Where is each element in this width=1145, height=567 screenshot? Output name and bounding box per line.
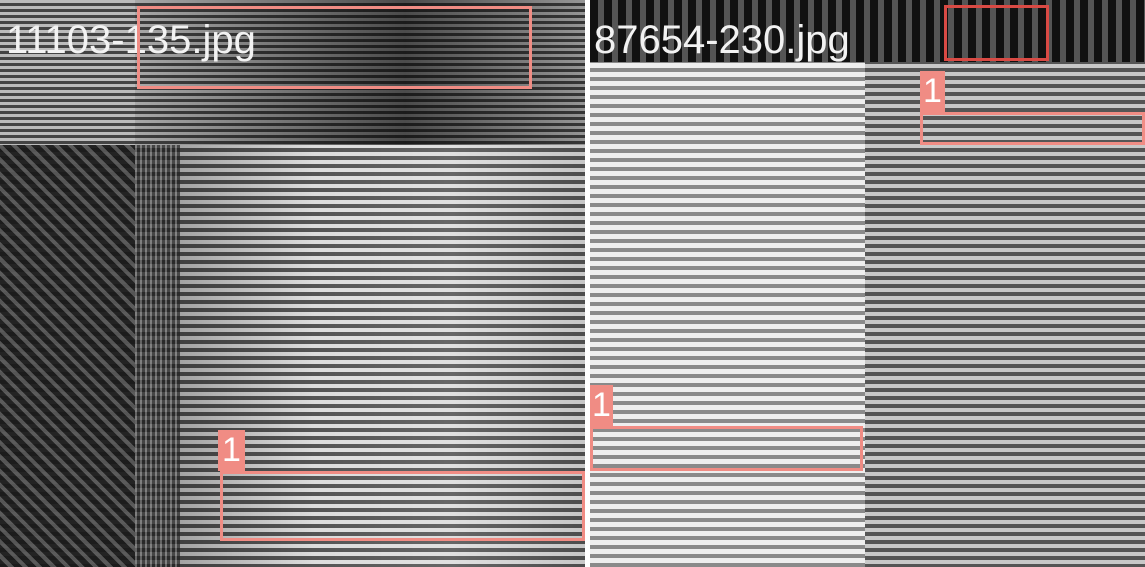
filename: 87654-230.jpg (594, 18, 850, 62)
box (944, 5, 1049, 61)
box (920, 112, 1145, 145)
box (137, 6, 532, 89)
image-texture (0, 145, 135, 567)
box-label: 1 (590, 385, 613, 426)
image-right-a (590, 0, 865, 567)
box (220, 471, 585, 541)
box-label: 1 (920, 71, 945, 112)
screenshot: 11103-135.jpg 87654-230.jpg 1 1 1 (0, 0, 1145, 567)
image-texture-edge (135, 145, 180, 567)
image-right-b (865, 0, 1145, 567)
box (590, 426, 863, 471)
box-label: 1 (218, 430, 245, 471)
